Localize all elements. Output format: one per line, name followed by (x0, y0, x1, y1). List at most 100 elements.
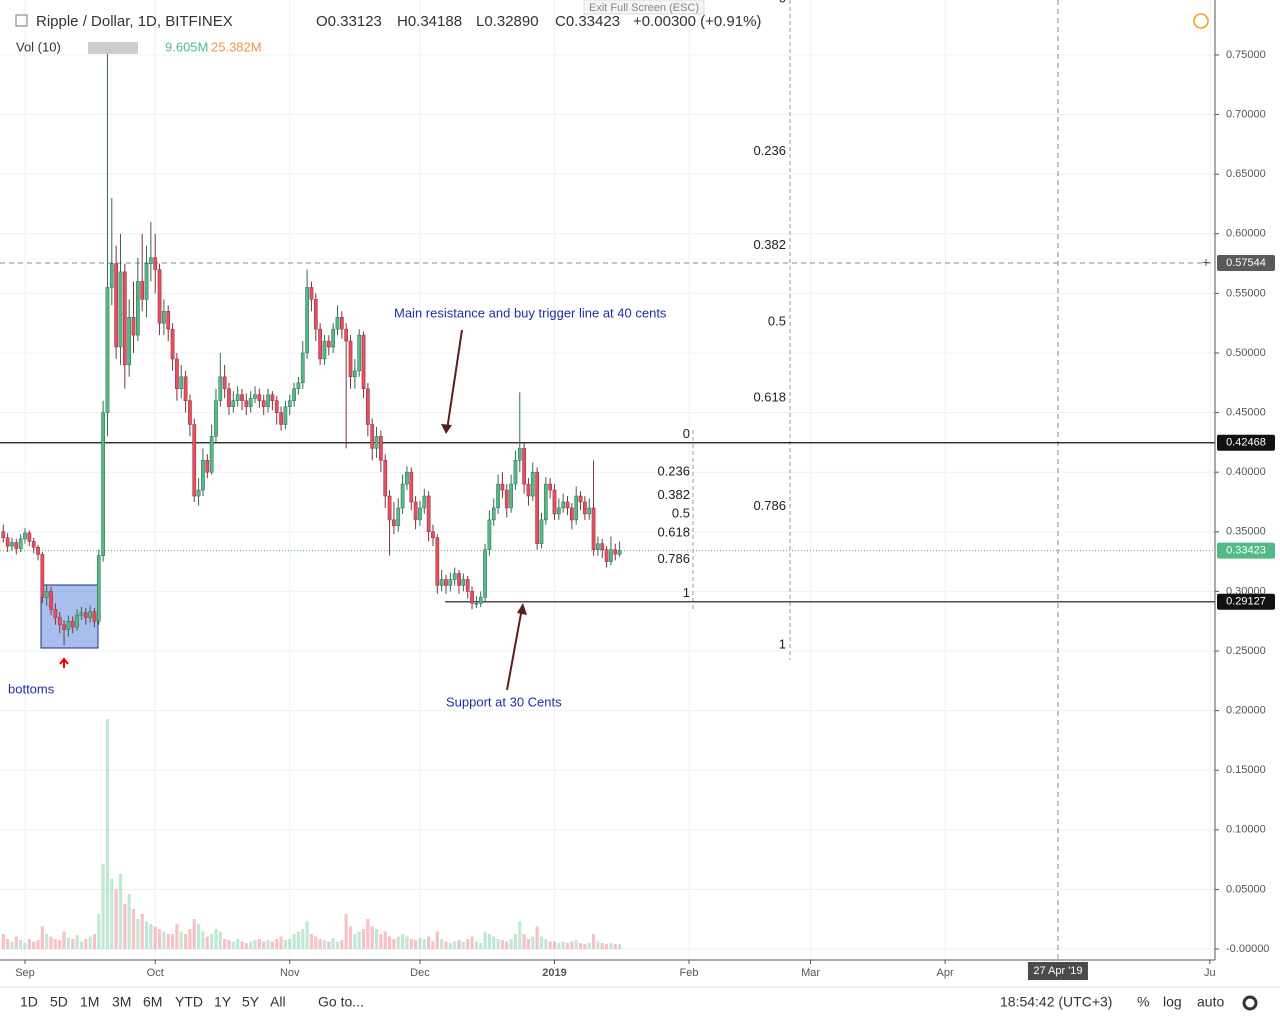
candle-body (66, 620, 71, 630)
volume-bar (370, 926, 374, 950)
volume-bar (440, 939, 444, 950)
candle-body (274, 400, 279, 413)
candle-body (88, 611, 92, 618)
candle (500, 472, 505, 499)
volume-bar (32, 941, 36, 950)
candle (127, 299, 132, 377)
range-button[interactable]: 3M (112, 994, 131, 1010)
candle-body (530, 471, 535, 497)
y-tick-label: 0.65000 (1226, 168, 1266, 180)
fib-level: 0.618 (657, 524, 690, 539)
candle (339, 311, 344, 339)
volume-bar (414, 940, 418, 950)
option-button[interactable]: log (1163, 994, 1182, 1010)
candle (418, 500, 422, 526)
range-button[interactable]: 5Y (242, 994, 260, 1010)
candle (591, 460, 596, 556)
volume-bar (49, 936, 53, 950)
candle-body (326, 340, 331, 348)
candle-body (127, 316, 132, 366)
candle-body (270, 394, 275, 401)
candle-body (209, 436, 214, 473)
volume-bar (266, 940, 270, 950)
candle (227, 382, 231, 415)
range-button[interactable]: 1M (80, 994, 99, 1010)
toolbar: 1D 5D 1M 3M 6M YTD 1Y 5Y All% log auto (20, 994, 1224, 1010)
volume-bar (409, 939, 413, 950)
candle-body (448, 579, 453, 586)
candle-body (305, 287, 309, 354)
volume-bar (136, 919, 140, 950)
candle-body (409, 471, 414, 503)
candle-body (92, 611, 97, 622)
x-tick-label: Mar (801, 967, 820, 979)
range-button[interactable]: All (270, 994, 286, 1010)
candle-body (144, 263, 149, 300)
y-tick-label: 0.75000 (1226, 49, 1266, 61)
candle (292, 382, 296, 407)
ohlc: H0.34188 (397, 13, 462, 30)
collapse-icon[interactable] (15, 14, 28, 27)
candle (153, 233, 158, 294)
volume-bar (201, 931, 205, 950)
candle (183, 370, 188, 413)
goto[interactable]: Go to... (318, 994, 364, 1010)
volume-bar (353, 934, 357, 950)
volume-bar (613, 944, 617, 950)
candle-body (96, 555, 101, 622)
volume-bar (591, 934, 596, 950)
volume-bar (348, 926, 353, 950)
candle-body (287, 400, 292, 407)
candle-body (283, 406, 288, 425)
candle-body (335, 316, 340, 330)
range-button[interactable]: 1Y (214, 994, 232, 1010)
candle (379, 430, 383, 473)
candle-body (583, 501, 587, 515)
volume-bar (227, 940, 231, 950)
candle-body (578, 495, 583, 503)
volume-bar (58, 940, 62, 950)
volume-bar (6, 939, 10, 950)
time-box (1027, 962, 1088, 980)
settings-icon[interactable] (1242, 995, 1258, 1011)
candle (109, 198, 114, 306)
volume-bar (79, 941, 84, 950)
volume-bar (253, 940, 257, 950)
clock: 18:54:42 (UTC+3) (1000, 994, 1112, 1010)
volume-bar (544, 939, 548, 950)
candle-body (522, 448, 526, 485)
axes-layer: 0.750000.700000.650000.600000.550000.500… (15, 49, 1275, 980)
volume-bar (40, 926, 44, 950)
candle-body (357, 334, 362, 372)
arrow (446, 329, 463, 431)
option-button[interactable]: auto (1197, 994, 1224, 1010)
range-button[interactable]: 5D (50, 994, 68, 1010)
grid (0, 0, 1215, 960)
candle (222, 364, 227, 399)
range-button[interactable]: YTD (175, 994, 203, 1010)
volume-bar (66, 938, 71, 950)
range-button[interactable]: 1D (20, 994, 38, 1010)
candle (422, 488, 427, 514)
small-arrow (59, 657, 69, 668)
candle (253, 386, 257, 404)
candle (491, 498, 496, 526)
volume-bar (283, 940, 288, 950)
exit-fullscreen[interactable] (583, 0, 705, 15)
candle-body (513, 460, 518, 485)
volume-bar (75, 935, 79, 950)
candle-body (361, 334, 366, 389)
candle-body (222, 376, 227, 389)
range-button[interactable]: 6M (143, 994, 162, 1010)
candle (79, 606, 84, 621)
volume-bar (183, 934, 188, 950)
candle-body (465, 579, 470, 592)
candle (144, 245, 149, 318)
candle-body (570, 507, 574, 521)
option-button[interactable]: % (1137, 994, 1149, 1010)
volume-bar (101, 864, 105, 950)
volume-ma: 25.382M (211, 39, 262, 54)
alert-icon[interactable] (1193, 13, 1209, 29)
indicator-icons[interactable] (88, 42, 138, 54)
volume-bar (379, 934, 383, 950)
